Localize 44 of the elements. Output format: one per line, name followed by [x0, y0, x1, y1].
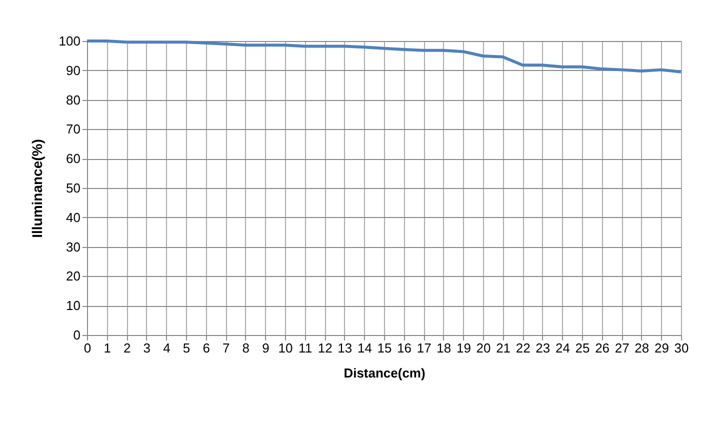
y-tick-label: 0 — [73, 328, 80, 342]
x-tick-label: 12 — [318, 340, 332, 356]
x-tick-label: 28 — [634, 340, 650, 356]
y-tick-label: 60 — [66, 151, 80, 166]
y-tick-label: 50 — [66, 180, 80, 196]
x-tick-label: 4 — [163, 340, 170, 356]
x-tick-label: 6 — [202, 340, 210, 356]
x-tick-label: 30 — [674, 340, 689, 356]
x-tick-label: 22 — [516, 340, 530, 356]
x-tick-label: 7 — [222, 340, 230, 356]
y-tick-label: 40 — [66, 210, 80, 225]
x-tick-label: 23 — [536, 340, 550, 356]
y-tick-label: 90 — [66, 62, 80, 78]
y-tick-label: 100 — [58, 34, 80, 48]
x-tick-label: 27 — [614, 340, 630, 356]
x-tick-label: 24 — [555, 340, 570, 356]
y-axis-title: Illuminance(%) — [28, 139, 45, 238]
x-axis-title: Distance(cm) — [344, 366, 426, 380]
y-tick-label: 80 — [66, 92, 80, 108]
x-tick-label: 9 — [262, 340, 270, 356]
x-tick-label: 15 — [377, 340, 392, 356]
x-tick-label: 8 — [242, 340, 250, 356]
x-tick-label: 11 — [298, 340, 312, 356]
y-tick-label: 30 — [66, 239, 80, 254]
x-tick-label: 10 — [278, 340, 293, 356]
x-tick-label: 18 — [436, 340, 452, 356]
x-tick-label: 19 — [456, 340, 471, 356]
x-tick-label: 1 — [104, 340, 111, 356]
x-tick-label: 20 — [476, 340, 491, 356]
x-tick-label: 2 — [123, 340, 131, 356]
x-tick-label: 3 — [143, 340, 151, 356]
x-tick-label: 29 — [654, 340, 669, 356]
y-tick-label: 20 — [66, 268, 80, 284]
y-tick-label: 10 — [66, 298, 80, 314]
x-tick-label: 14 — [357, 340, 372, 356]
x-tick-label: 5 — [182, 340, 190, 356]
x-tick-label: 16 — [397, 340, 412, 356]
x-tick-label: 13 — [338, 340, 352, 356]
y-tick-label: 70 — [66, 122, 80, 137]
x-tick-label: 0 — [84, 340, 92, 356]
x-tick-label: 17 — [416, 340, 432, 356]
x-tick-label: 21 — [496, 340, 511, 356]
x-tick-label: 26 — [595, 340, 610, 356]
x-tick-label: 25 — [575, 340, 590, 356]
